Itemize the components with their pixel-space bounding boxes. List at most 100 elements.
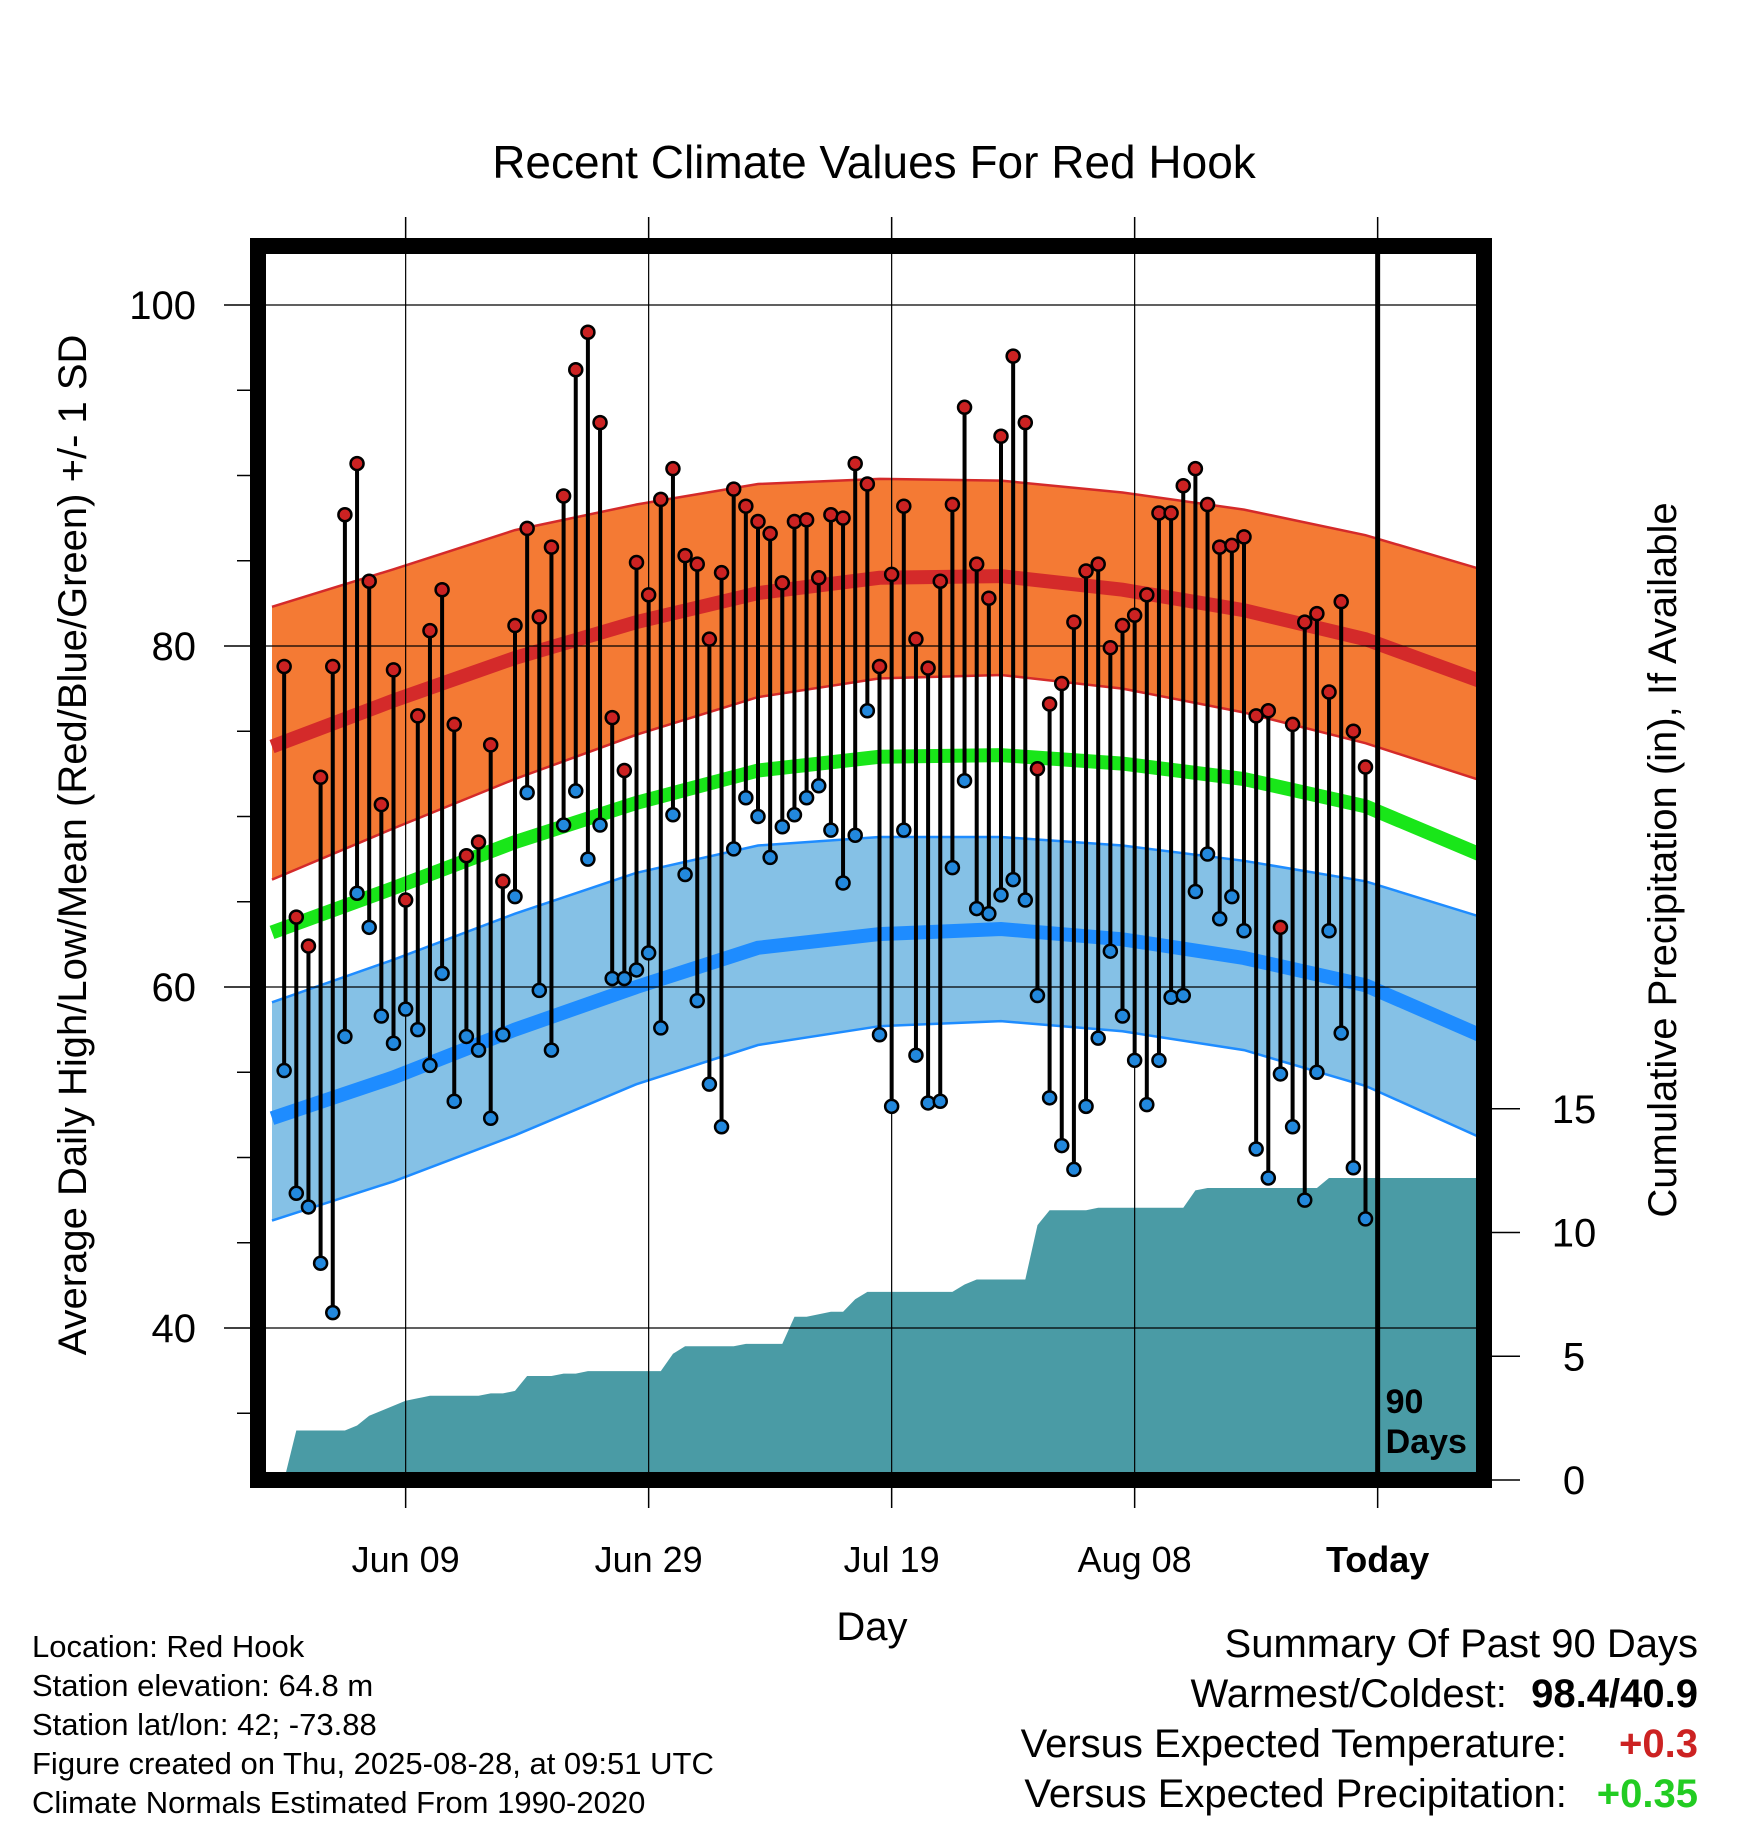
daily-high-point — [920, 660, 936, 676]
daily-low-point — [883, 1098, 900, 1115]
daily-low-point — [653, 1020, 669, 1036]
daily-high-point — [1187, 460, 1204, 477]
daily-high-point — [1284, 716, 1301, 733]
daily-low-point — [434, 965, 450, 982]
today-days-label-1: 90 — [1386, 1383, 1424, 1421]
daily-low-point — [1041, 1090, 1058, 1106]
daily-high-point — [1017, 414, 1034, 431]
daily-high-point — [1066, 614, 1082, 630]
daily-low-point — [1066, 1161, 1082, 1178]
daily-low-point — [1005, 871, 1021, 888]
daily-high-point — [470, 834, 487, 850]
daily-high-point — [543, 539, 560, 555]
daily-low-point — [932, 1093, 948, 1109]
x-axis-label: Day — [836, 1605, 907, 1649]
daily-high-point — [762, 525, 778, 542]
daily-low-point — [349, 885, 365, 901]
daily-high-point — [713, 564, 730, 581]
y2-tick-label: 15 — [1552, 1088, 1597, 1132]
daily-low-point — [944, 859, 961, 876]
daily-high-point — [1333, 593, 1349, 610]
daily-high-point — [1345, 723, 1362, 739]
daily-high-point — [1029, 761, 1046, 777]
daily-low-point — [482, 1110, 499, 1127]
daily-low-point — [422, 1057, 438, 1074]
chart-title: Recent Climate Values For Red Hook — [492, 136, 1257, 188]
daily-low-point — [786, 807, 803, 823]
daily-low-point — [288, 1185, 305, 1202]
summary-warm-cold-value: 98.4/40.9 — [1531, 1672, 1698, 1716]
daily-low-point — [1017, 892, 1034, 908]
y-tick-label: 100 — [129, 284, 196, 328]
daily-high-point — [337, 506, 353, 523]
daily-high-point — [968, 556, 985, 572]
daily-low-point — [665, 807, 681, 823]
daily-low-point — [397, 1001, 414, 1017]
low-sd-band — [272, 837, 1484, 1221]
daily-low-point — [713, 1119, 730, 1135]
daily-high-point — [628, 554, 645, 571]
daily-low-point — [1357, 1211, 1374, 1227]
daily-high-point — [944, 496, 961, 513]
daily-high-point — [774, 575, 791, 591]
daily-high-point — [604, 709, 620, 726]
footer-location: Location: Red Hook — [32, 1629, 305, 1664]
daily-high-point — [1321, 684, 1337, 700]
daily-high-point — [1114, 617, 1131, 634]
daily-low-point — [762, 849, 778, 866]
daily-high-point — [1126, 607, 1143, 624]
daily-low-point — [640, 945, 657, 961]
x-tick-label: Aug 08 — [1078, 1539, 1192, 1580]
daily-high-point — [1005, 348, 1021, 364]
daily-low-point — [507, 888, 523, 905]
precip-area — [272, 1178, 1484, 1480]
footer-elevation: Station elevation: 64.8 m — [32, 1668, 374, 1703]
daily-low-point — [1321, 922, 1337, 939]
daily-high-point — [932, 573, 948, 589]
daily-low-point — [470, 1042, 487, 1058]
y-tick-label: 80 — [152, 625, 197, 669]
daily-low-point — [1029, 987, 1046, 1004]
daily-low-point — [798, 789, 815, 806]
daily-high-point — [725, 481, 742, 497]
daily-low-point — [337, 1028, 353, 1045]
daily-high-point — [1199, 496, 1216, 513]
daily-low-point — [592, 817, 608, 833]
daily-high-point — [1041, 696, 1058, 712]
daily-high-point — [956, 399, 973, 416]
x-tick-label: Today — [1326, 1539, 1429, 1580]
summary-warm-cold: Warmest/Coldest: 98.4/40.9 — [1191, 1672, 1699, 1717]
daily-low-point — [1248, 1141, 1264, 1157]
y2-tick-label: 5 — [1563, 1335, 1585, 1379]
daily-high-point — [519, 520, 535, 537]
daily-high-point — [701, 631, 718, 647]
daily-high-point — [1357, 759, 1374, 775]
y-tick-label: 60 — [152, 966, 197, 1010]
daily-low-point — [774, 818, 791, 835]
daily-high-point — [1260, 703, 1277, 719]
daily-high-point — [1139, 587, 1155, 603]
daily-low-point — [1187, 883, 1204, 900]
daily-low-point — [1139, 1096, 1155, 1113]
footer-created: Figure created on Thu, 2025-08-28, at 09… — [32, 1746, 714, 1781]
summary-precip-value: +0.35 — [1596, 1772, 1698, 1816]
daily-low-point — [738, 789, 754, 806]
daily-high-point — [896, 498, 912, 514]
daily-low-point — [616, 970, 633, 987]
daily-low-point — [1236, 922, 1252, 939]
daily-low-point — [1102, 943, 1119, 959]
summary-temp-value: +0.3 — [1619, 1722, 1698, 1766]
daily-high-point — [883, 566, 900, 583]
x-tick-label: Jun 29 — [595, 1539, 703, 1580]
daily-low-point — [993, 887, 1009, 903]
daily-low-point — [325, 1304, 341, 1321]
daily-high-point — [835, 510, 851, 526]
daily-high-point — [1211, 539, 1228, 555]
daily-low-point — [1054, 1137, 1070, 1154]
daily-high-point — [592, 414, 608, 431]
y-tick-label: 40 — [152, 1307, 197, 1351]
daily-low-point — [373, 1008, 390, 1024]
x-tick-label: Jul 19 — [844, 1539, 940, 1580]
daily-high-point — [786, 513, 803, 530]
